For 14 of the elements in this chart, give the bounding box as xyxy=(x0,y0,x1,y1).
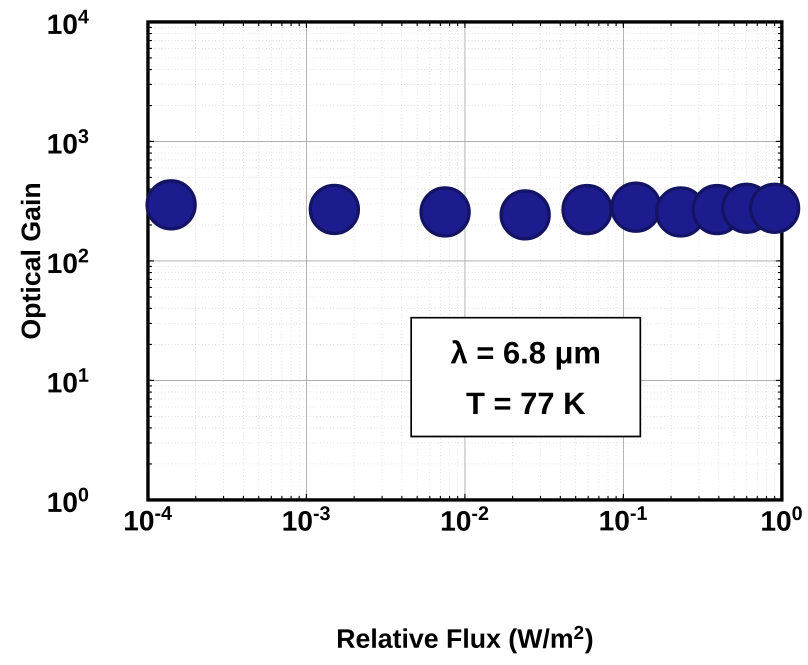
x-tick-label: 10$^{-4}$ xyxy=(125,506,172,531)
y-tick-label: 10$^{2}$ xyxy=(48,248,88,274)
x-tick-label: 10$^{0}$ xyxy=(762,506,802,531)
y-tick-label: 10$^{0}$ xyxy=(48,488,88,512)
x-tick-label: 10$^{-2}$ xyxy=(442,506,488,531)
annotation: λ = 6.8 μm xyxy=(450,340,600,370)
annotation: T = 77 K xyxy=(466,392,586,414)
y-tick-label: 10$^{3}$ xyxy=(48,129,88,154)
y-tick-label: 10$^{1}$ xyxy=(48,368,88,393)
y-axis-title: Optical Gain xyxy=(20,184,46,339)
y-tick-label: 10$^{4}$ xyxy=(48,10,89,34)
x-tick-label: 10$^{-1}$ xyxy=(600,506,647,531)
x-tick-label: 10$^{-3}$ xyxy=(283,506,330,531)
x-axis-title: Relative Flux (W/m$^{2}$) xyxy=(338,626,592,654)
